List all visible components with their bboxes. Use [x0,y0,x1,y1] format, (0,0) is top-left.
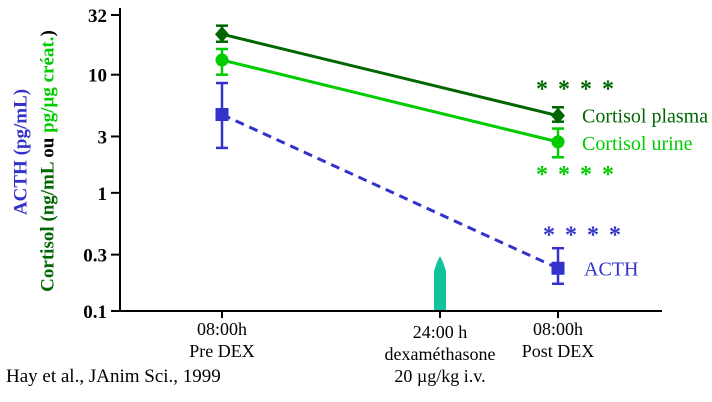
y-axis-title-cortisol: Cortisol (ng/mL ou pg/µg créat.) [37,30,59,292]
series-line-cortisol-urine [221,58,559,144]
y-tick-label: 1 [98,184,108,205]
significance-stars: * * * * [536,162,616,188]
marker-diamond [551,107,565,124]
y-tick-label: 3 [98,127,108,148]
legend-label-cortisol-plasma: Cortisol plasma [582,106,708,128]
legend-label-acth: ACTH [584,258,638,280]
x-tick-label: Pre DEX [189,341,255,361]
y-axis-title-acth: ACTH (pg/mL) [10,88,32,216]
significance-stars: * * * * [536,77,616,103]
y-axis-title-part: ou [37,137,59,158]
marker-circle [551,135,565,149]
y-tick-label: 0.1 [83,302,107,323]
marker-circle [215,53,229,67]
marker-diamond [215,26,229,43]
x-tick-label: dexaméthasone [385,344,496,364]
y-tick-label: 0.3 [83,246,107,267]
series-line-cortisol-plasma [221,32,559,118]
y-axis-title-part: ) [37,30,59,37]
y-tick-label: 32 [88,6,107,27]
x-tick-label: 08:00h [197,319,247,339]
x-tick-label: Post DEX [522,341,595,361]
legend-label-cortisol-urine: Cortisol urine [582,133,693,155]
significance-stars: * * * * [543,222,623,248]
x-tick-label: 20 µg/kg i.v. [394,366,485,386]
injection-arrow [434,256,446,310]
x-tick-label: 24:00 h [413,322,468,342]
x-tick-label: 08:00h [533,319,583,339]
marker-square [215,108,229,122]
citation: Hay et al., JAnim Sci., 1999 [6,366,221,387]
marker-square [551,261,565,275]
y-tick-label: 10 [88,66,107,87]
series-line-acth [221,113,559,270]
y-axis-title-part: pg/µg créat. [37,36,59,138]
y-axis-title-part: Cortisol (ng/mL [37,157,59,292]
